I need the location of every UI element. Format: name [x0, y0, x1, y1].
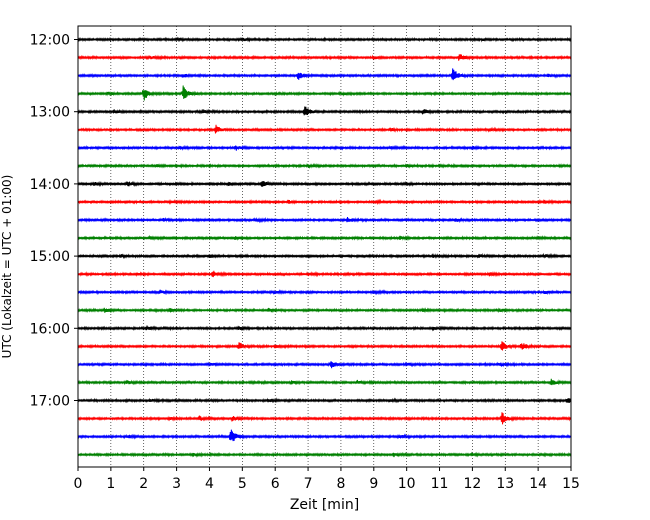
x-tick-label: 5	[238, 476, 247, 492]
y-tick-label: 16:00	[30, 321, 70, 337]
x-tick-label: 11	[431, 476, 449, 492]
trace-1200	[77, 36, 572, 43]
x-tick-label: 13	[496, 476, 514, 492]
x-tick-label: 3	[172, 476, 181, 492]
plot-frame	[77, 25, 572, 468]
x-tick-label: 15	[562, 476, 580, 492]
x-tick-label: 1	[106, 476, 115, 492]
x-tick-label: 2	[139, 476, 148, 492]
seismic-traces	[77, 36, 572, 458]
y-tick-label: 12:00	[30, 33, 70, 49]
x-tick-label: 10	[398, 476, 416, 492]
x-tick-label: 8	[336, 476, 345, 492]
y-tick-label: 13:00	[30, 105, 70, 121]
x-tick-label: 6	[271, 476, 280, 492]
x-axis-ticks: 0 1 2 3 4 5 6 7 8 9 10 11 12 13 14 15	[74, 467, 580, 492]
y-tick-label: 17:00	[30, 394, 70, 410]
x-tick-label: 12	[463, 476, 481, 492]
x-tick-label: 7	[304, 476, 313, 492]
x-axis-title: Zeit [min]	[290, 497, 359, 513]
x-tick-label: 0	[74, 476, 83, 492]
y-axis-title: UTC (Lokalzeit = UTC + 01:00)	[0, 175, 14, 359]
y-tick-label: 15:00	[30, 249, 70, 265]
trace-1230	[77, 68, 572, 81]
x-tick-label: 4	[205, 476, 214, 492]
y-axis-ticks: 12:00 13:00 14:00 15:00 16:00 17:00	[30, 33, 78, 410]
trace-1730	[77, 429, 572, 442]
x-tick-label: 9	[369, 476, 378, 492]
x-tick-label: 14	[529, 476, 547, 492]
y-tick-label: 14:00	[30, 177, 70, 193]
